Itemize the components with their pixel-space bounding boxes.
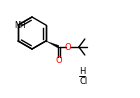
- Text: H: H: [79, 68, 85, 77]
- Text: NH: NH: [14, 20, 26, 29]
- Text: Cl: Cl: [80, 77, 88, 85]
- Polygon shape: [46, 41, 59, 49]
- Text: O: O: [56, 55, 62, 64]
- Text: O: O: [65, 43, 71, 52]
